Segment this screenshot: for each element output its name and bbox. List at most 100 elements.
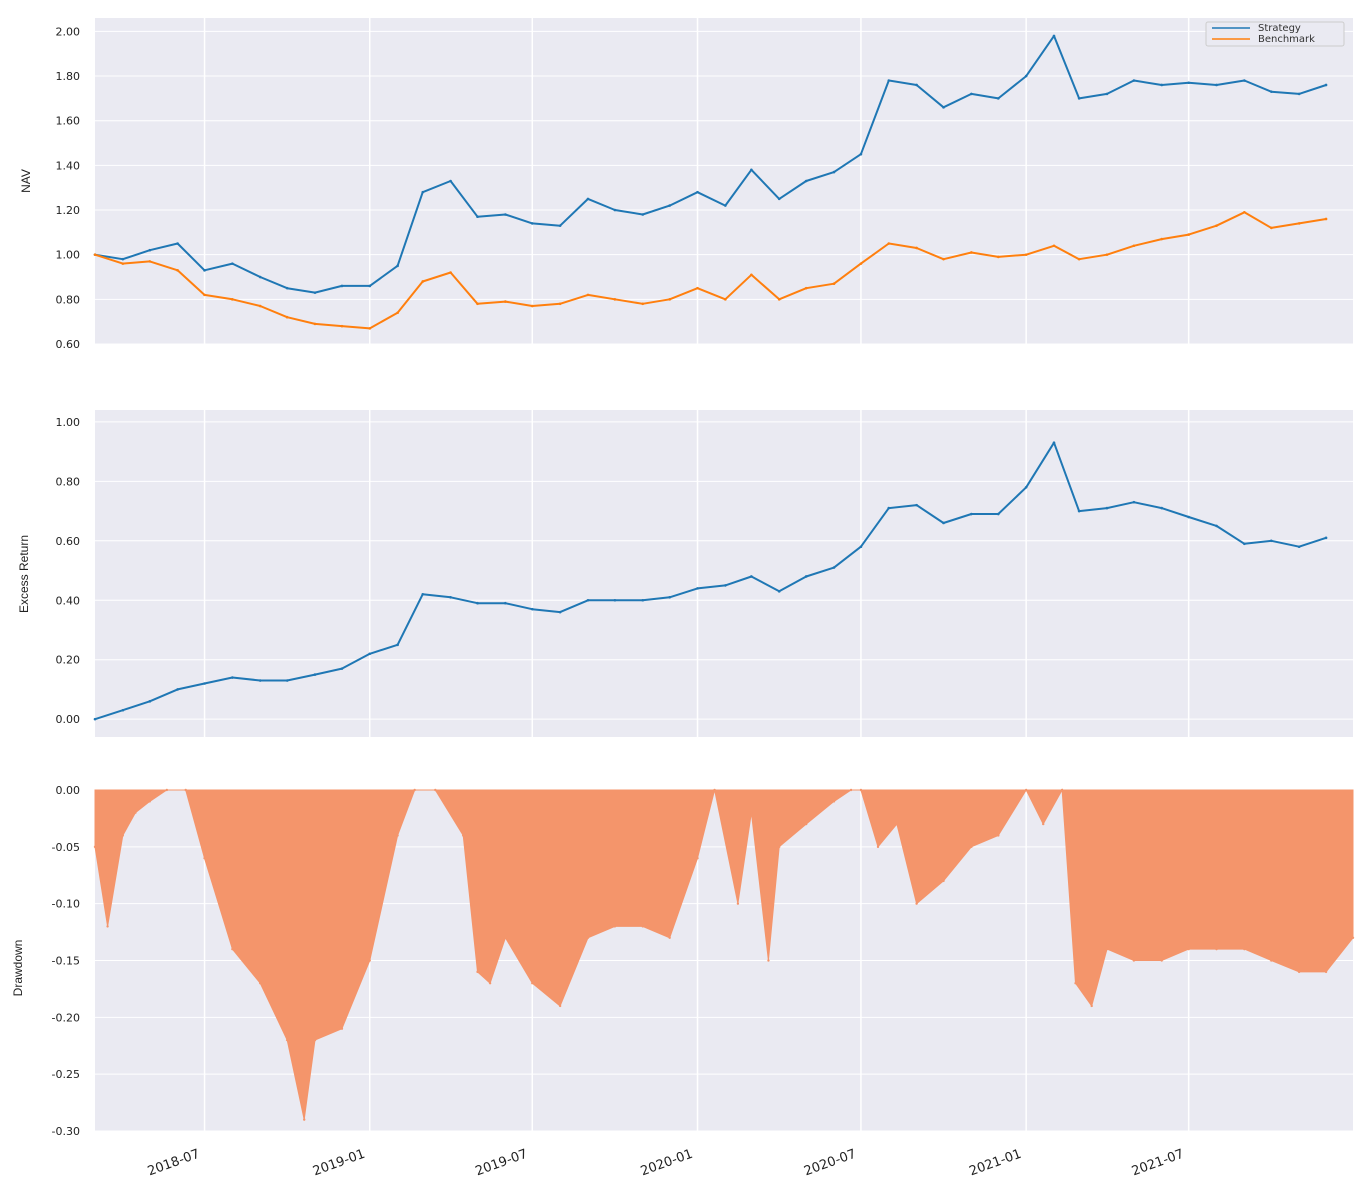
nav-y-tick-label: 0.60 <box>56 338 81 351</box>
benchmark-point <box>1324 217 1328 221</box>
excess-return-point <box>1132 500 1136 504</box>
benchmark-line <box>94 211 1327 330</box>
drawdown-point <box>942 879 945 883</box>
drawdown-point <box>434 788 437 792</box>
drawdown-point <box>713 788 716 792</box>
excess-return-point <box>476 601 479 605</box>
drawdown-point <box>121 834 125 837</box>
drawdown-point <box>1324 970 1328 974</box>
drawdown-point <box>165 788 169 792</box>
drawdown-point <box>1024 788 1028 792</box>
excess-return-point <box>93 717 97 721</box>
excess-return-point <box>750 575 753 578</box>
excess-return-point <box>1187 515 1190 519</box>
strategy-point <box>641 213 645 216</box>
drawdown-point <box>586 936 590 939</box>
benchmark-point <box>832 282 836 286</box>
drawdown-point <box>488 982 492 985</box>
benchmark-point <box>340 324 344 328</box>
drawdown-point <box>767 959 770 962</box>
excess-return-point <box>340 667 344 670</box>
nav-series <box>93 34 1328 330</box>
drawdown-y-ticks: -0.30 -0.25 -0.20 -0.15 -0.10 -0.05 0.00 <box>52 784 80 1138</box>
strategy-point <box>421 190 425 194</box>
strategy-point <box>804 179 808 183</box>
strategy-point <box>668 204 671 207</box>
excess-return-point <box>1297 545 1301 549</box>
excess-return-point <box>203 682 206 685</box>
strategy-point <box>476 215 479 219</box>
legend-strategy-label: Strategy <box>1258 23 1301 34</box>
excess-return-point <box>258 679 262 682</box>
excess-return-gridlines <box>95 410 1353 737</box>
drawdown-point <box>285 1038 289 1042</box>
drawdown-y-axis-label: Drawdown <box>11 940 25 997</box>
drawdown-point <box>997 834 1000 837</box>
drawdown-point <box>915 902 918 905</box>
benchmark-point <box>586 293 590 297</box>
nav-y-axis-label: NAV <box>19 169 33 193</box>
benchmark-point <box>421 280 425 283</box>
excess-return-series <box>93 441 1328 721</box>
strategy-point <box>942 106 945 109</box>
excess-return-point <box>613 598 617 602</box>
excess-return-y-tick-label: 0.00 <box>56 713 81 726</box>
strategy-point <box>724 204 727 207</box>
excess-return-point <box>724 584 727 587</box>
drawdown-point <box>461 834 465 837</box>
drawdown-point <box>1187 947 1190 951</box>
benchmark-point <box>476 302 479 306</box>
benchmark-point <box>449 271 452 274</box>
strategy-point <box>750 168 753 172</box>
benchmark-point <box>1215 224 1218 227</box>
benchmark-point <box>1187 233 1190 236</box>
drawdown-point <box>184 788 187 792</box>
drawdown-point <box>413 788 416 792</box>
drawdown-chart: -0.30 -0.25 -0.20 -0.15 -0.10 -0.05 0.00 Drawd… <box>11 784 1355 1138</box>
benchmark-point <box>368 327 372 330</box>
nav-y-ticks: 0.60 0.80 1.00 1.20 1.40 1.60 1.80 2.00 <box>56 25 81 351</box>
drawdown-point <box>504 936 507 939</box>
excess-return-y-axis-label: Excess Return <box>17 535 31 613</box>
nav-y-tick-label: 1.60 <box>56 115 81 128</box>
excess-return-point <box>231 676 234 679</box>
nav-y-tick-label: 1.20 <box>56 204 81 217</box>
benchmark-point <box>504 300 507 303</box>
excess-return-point <box>777 590 781 593</box>
excess-return-point <box>1160 506 1164 510</box>
excess-return-point <box>859 545 863 549</box>
strategy-point <box>1052 34 1056 38</box>
excess-return-point <box>1324 536 1328 540</box>
drawdown-point <box>476 970 479 974</box>
excess-return-chart: 0.00 0.20 0.40 0.60 0.80 1.00 Excess Return <box>17 410 1353 737</box>
excess-return-point <box>668 595 671 599</box>
drawdown-point <box>313 1038 317 1042</box>
nav-y-tick-label: 1.40 <box>56 159 81 172</box>
drawdown-point <box>1090 1004 1093 1008</box>
nav-y-tick-label: 0.80 <box>56 293 81 306</box>
strategy-point <box>121 257 125 261</box>
benchmark-point <box>887 242 891 245</box>
strategy-point <box>148 248 152 252</box>
benchmark-point <box>396 311 399 315</box>
strategy-point <box>1105 92 1109 96</box>
drawdown-point <box>203 857 206 860</box>
strategy-point <box>340 284 344 288</box>
excess-return-point <box>558 610 562 614</box>
legend: Strategy Benchmark <box>1205 21 1345 47</box>
drawdown-point <box>641 925 644 928</box>
drawdown-point <box>231 947 234 951</box>
drawdown-point <box>736 902 740 905</box>
drawdown-point <box>1243 947 1246 951</box>
strategy-point <box>396 264 399 268</box>
nav-plot-area <box>95 18 1353 344</box>
benchmark-point <box>641 302 645 306</box>
excess-return-y-tick-label: 0.40 <box>56 594 81 607</box>
benchmark-point <box>1297 222 1301 225</box>
drawdown-point <box>832 800 836 803</box>
excess-return-point <box>285 679 289 682</box>
strategy-point <box>613 208 617 212</box>
benchmark-point <box>942 257 945 261</box>
strategy-point <box>231 262 234 265</box>
strategy-point <box>887 79 891 82</box>
